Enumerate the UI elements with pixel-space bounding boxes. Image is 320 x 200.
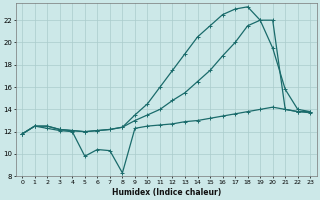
X-axis label: Humidex (Indice chaleur): Humidex (Indice chaleur) — [112, 188, 221, 197]
